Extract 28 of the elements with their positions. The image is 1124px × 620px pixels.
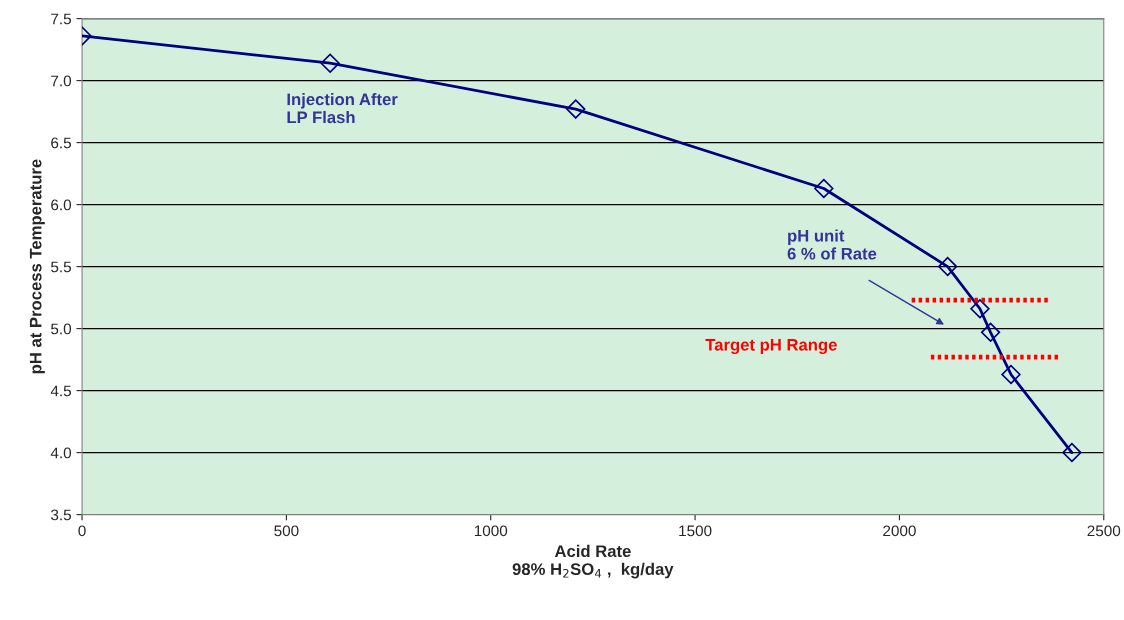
y-tick-label: 3.5 — [50, 509, 71, 521]
y-tick-label: 4.5 — [50, 385, 71, 397]
x-tick-label: 1500 — [679, 525, 712, 537]
y-tick-label: 4.0 — [50, 447, 72, 459]
x-tick-label: 500 — [274, 525, 299, 537]
x-tick-label: 2000 — [883, 525, 916, 537]
x-tick-label: 1000 — [474, 525, 508, 537]
point — [937, 256, 958, 277]
point — [320, 53, 340, 73]
y-tick-label: 6.0 — [51, 199, 72, 211]
x-tick-label: 2500 — [1087, 525, 1121, 537]
point — [970, 299, 990, 319]
y-tick-label: 7.5 — [51, 13, 71, 25]
point — [1062, 442, 1082, 463]
point — [566, 99, 586, 119]
y-tick-label: 5.5 — [51, 261, 71, 273]
point — [980, 322, 1001, 342]
annotation: pH unit 6 % of Rate — [787, 229, 877, 260]
x-tick-label: 0 — [78, 525, 86, 537]
annotation: Injection After LP Flash — [287, 93, 398, 124]
y-tick-label: 5.0 — [51, 323, 72, 335]
y-axis-title: pH at Process Temperature — [29, 159, 45, 374]
point — [814, 178, 834, 199]
point — [1001, 364, 1021, 385]
annotation: Target pH Range — [705, 339, 837, 355]
y-tick-label: 7.0 — [51, 75, 72, 87]
y-tick-label: 6.5 — [51, 137, 71, 149]
x-axis-title: Acid Rate 98% H$_{2}$SO$_{4}$ , kg/day — [512, 544, 674, 579]
